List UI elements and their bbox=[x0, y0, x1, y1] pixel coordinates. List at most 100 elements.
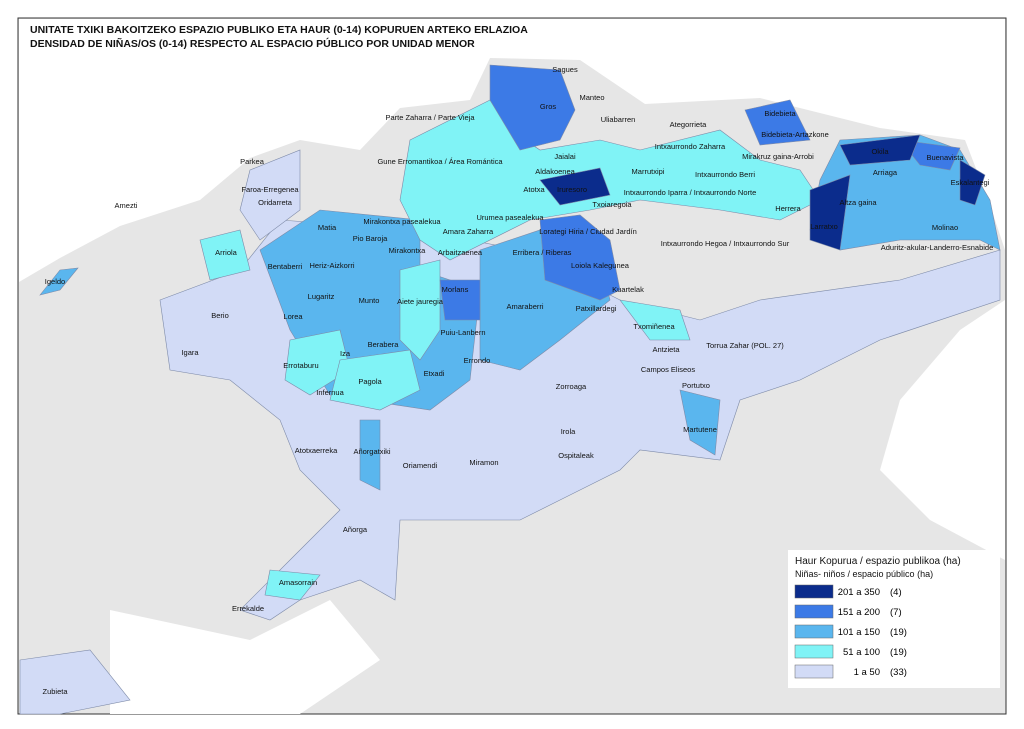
district bbox=[679, 389, 721, 456]
place-label: Sagues bbox=[552, 65, 578, 74]
place-label: Zubieta bbox=[42, 687, 68, 696]
district bbox=[539, 167, 611, 206]
place-label: Buenavista bbox=[926, 153, 964, 162]
district bbox=[839, 134, 921, 166]
place-label: Uliabarren bbox=[601, 115, 636, 124]
place-label: Herrera bbox=[775, 204, 801, 213]
place-label: Txomiñenea bbox=[633, 322, 675, 331]
legend-swatch bbox=[794, 584, 834, 599]
place-label: Iza bbox=[340, 349, 351, 358]
sea bbox=[880, 300, 1005, 560]
place-label: Mirakontxa bbox=[389, 246, 427, 255]
place-label: Morlans bbox=[442, 285, 469, 294]
place-label: Arriola bbox=[215, 248, 238, 257]
place-label: Igeldo bbox=[45, 277, 65, 286]
place-label: Gros bbox=[540, 102, 557, 111]
place-label: Marrutxipi bbox=[632, 167, 665, 176]
place-label: Parkea bbox=[240, 157, 265, 166]
place-label: Miramon bbox=[469, 458, 498, 467]
district bbox=[359, 419, 381, 491]
place-label: Eskalantegi bbox=[951, 178, 990, 187]
place-label: Zorroaga bbox=[556, 382, 587, 391]
place-label: Oridarreta bbox=[258, 198, 293, 207]
title-line: UNITATE TXIKI BAKOITZEKO ESPAZIO PUBLIKO… bbox=[30, 24, 528, 36]
place-label: Txoiaregoia bbox=[592, 200, 632, 209]
place-label: Antzieta bbox=[652, 345, 680, 354]
place-label: Aiete jauregia bbox=[397, 297, 444, 306]
place-label: Molinao bbox=[932, 223, 958, 232]
place-label: Igara bbox=[181, 348, 199, 357]
place-label: Aldakoenea bbox=[535, 167, 575, 176]
place-label: Amasorrain bbox=[279, 578, 317, 587]
place-label: Ospitaleak bbox=[558, 451, 594, 460]
place-label: Lorategi Hiria / Ciudad Jardín bbox=[539, 227, 637, 236]
place-label: Okila bbox=[871, 147, 889, 156]
legend-range: 1 a 50 bbox=[854, 667, 880, 678]
place-label: Arbaitzaenea bbox=[438, 248, 483, 257]
place-label: Amara Zaharra bbox=[443, 227, 494, 236]
place-label: Pagola bbox=[358, 377, 382, 386]
place-label: Jaialai bbox=[554, 152, 576, 161]
legend-swatch bbox=[794, 624, 834, 639]
district bbox=[744, 99, 811, 146]
district bbox=[809, 174, 851, 251]
place-label: Loiola Kalegunea bbox=[571, 261, 630, 270]
place-label: Gune Erromantikoa / Área Romántica bbox=[377, 157, 503, 166]
place-label: Errotaburu bbox=[283, 361, 318, 370]
place-label: Munto bbox=[359, 296, 380, 305]
place-label: Martutene bbox=[683, 425, 717, 434]
district bbox=[959, 159, 986, 206]
place-label: Arriaga bbox=[873, 168, 898, 177]
title-line: DENSIDAD DE NIÑAS/OS (0-14) RESPECTO AL … bbox=[30, 37, 475, 50]
place-label: Aduritz-akular-Landerro-Esnabide bbox=[881, 243, 994, 252]
place-label: Berabera bbox=[368, 340, 400, 349]
legend-range: 51 a 100 bbox=[843, 647, 880, 658]
place-label: Mirakruz gaina-Arrobi bbox=[742, 152, 814, 161]
place-label: Bentaberri bbox=[268, 262, 303, 271]
legend-subtitle: Niñas- niños / espacio público (ha) bbox=[795, 569, 933, 579]
place-label: Intxaurrondo Iparra / Intxaurrondo Norte bbox=[624, 188, 757, 197]
district bbox=[239, 149, 301, 241]
legend-swatch bbox=[794, 644, 834, 659]
place-label: Intxaurrondo Berri bbox=[695, 170, 755, 179]
place-label: Intxaurrondo Zaharra bbox=[655, 142, 726, 151]
place-label: Ategorrieta bbox=[670, 120, 708, 129]
place-label: Faroa-Erregenea bbox=[241, 185, 299, 194]
legend-range: 201 a 350 bbox=[838, 587, 880, 598]
place-label: Manteo bbox=[579, 93, 604, 102]
place-label: Intxaurrondo Hegoa / Intxaurrondo Sur bbox=[661, 239, 790, 248]
place-label: Lorea bbox=[283, 312, 303, 321]
district bbox=[399, 259, 441, 361]
legend-swatch bbox=[794, 664, 834, 679]
place-label: Matia bbox=[318, 223, 337, 232]
district bbox=[489, 64, 576, 151]
district bbox=[264, 569, 321, 601]
place-label: Bidebieta-Artazkone bbox=[761, 130, 829, 139]
legend-count: (19) bbox=[890, 647, 907, 658]
legend-title: Haur Kopurua / espazio publikoa (ha) bbox=[795, 556, 961, 567]
legend-range: 101 a 150 bbox=[838, 627, 880, 638]
place-label: Erribera / Riberas bbox=[513, 248, 572, 257]
legend-count: (19) bbox=[890, 627, 907, 638]
place-label: Etxadi bbox=[424, 369, 445, 378]
district bbox=[329, 349, 421, 411]
place-label: Urumea pasealekua bbox=[476, 213, 544, 222]
district bbox=[284, 329, 351, 396]
sea bbox=[19, 19, 1005, 282]
district bbox=[39, 267, 79, 296]
place-label: Infernua bbox=[316, 388, 344, 397]
place-label: Errondo bbox=[464, 356, 491, 365]
place-label: Bidebieta bbox=[764, 109, 796, 118]
place-label: Patxillardegi bbox=[576, 304, 617, 313]
place-label: Mirakontxa pasealekua bbox=[363, 217, 441, 226]
place-label: Errekalde bbox=[232, 604, 264, 613]
place-label: Añorgatxiki bbox=[353, 447, 390, 456]
district bbox=[19, 649, 131, 715]
place-labels: Sagues Gros Manteo Uliabarren Parte Zaharra … bbox=[42, 65, 993, 696]
legend-swatch bbox=[794, 604, 834, 619]
legend-count: (7) bbox=[890, 607, 902, 618]
legend: Haur Kopurua / espazio publikoa (ha) Niñ… bbox=[788, 550, 1000, 688]
place-label: Parte Zaharra / Parte Vieja bbox=[385, 113, 475, 122]
